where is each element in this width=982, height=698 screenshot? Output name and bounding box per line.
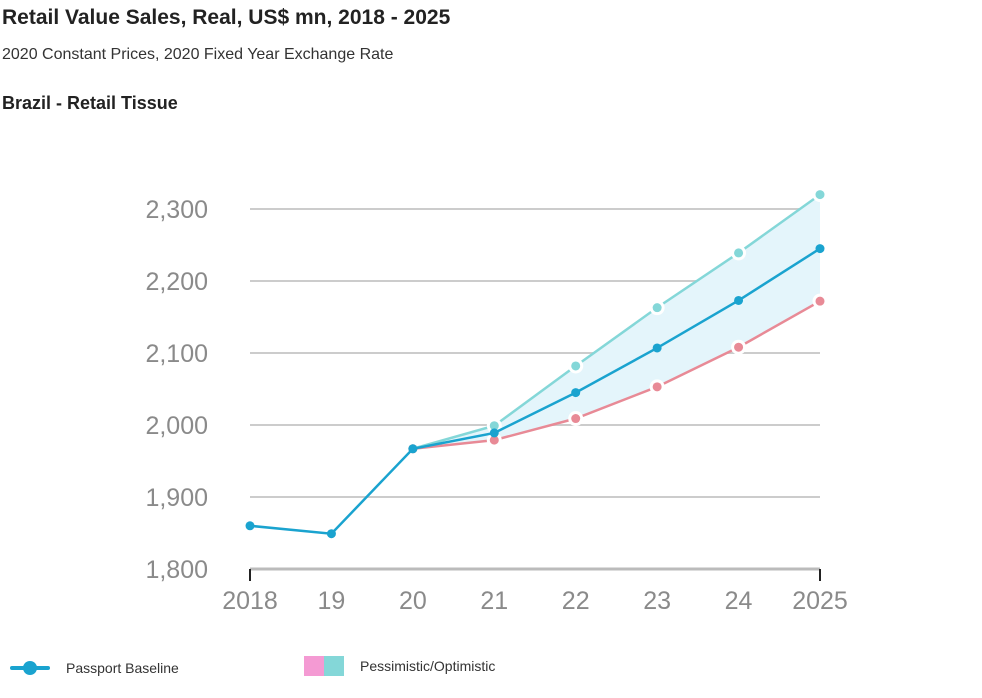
x-tick-label: 19 <box>318 587 346 615</box>
legend-item-range[interactable]: Pessimistic/Optimistic <box>304 656 495 676</box>
y-tick-label: 2,300 <box>145 196 208 224</box>
pessimistic-point <box>571 414 581 424</box>
baseline-line <box>249 247 821 536</box>
baseline-point <box>815 244 825 254</box>
y-tick-label: 2,100 <box>145 340 208 368</box>
scenario-band <box>412 194 820 449</box>
baseline-point <box>245 521 255 531</box>
chart-title: Retail Value Sales, Real, US$ mn, 2018 -… <box>2 6 451 29</box>
pessimistic-point <box>652 382 662 392</box>
baseline-line-icon <box>10 661 50 675</box>
y-tick-label: 1,900 <box>145 484 208 512</box>
chart-section-label: Brazil - Retail Tissue <box>2 93 178 113</box>
legend-baseline-label: Passport Baseline <box>66 660 179 676</box>
x-tick-label: 22 <box>562 587 590 615</box>
optimistic-point <box>489 421 499 431</box>
x-tick-label: 21 <box>480 587 508 615</box>
pessimistic-point <box>489 435 499 445</box>
baseline-dot-icon <box>23 661 37 675</box>
x-tick-label: 20 <box>399 587 427 615</box>
optimistic-point <box>815 190 825 200</box>
optimistic-swatch-icon <box>324 656 344 676</box>
pessimistic-point <box>734 342 744 352</box>
legend-item-baseline[interactable]: Passport Baseline <box>10 660 179 676</box>
optimistic-point <box>571 361 581 371</box>
y-tick-label: 1,800 <box>145 556 208 584</box>
x-tick-label: 24 <box>725 587 753 615</box>
pessimistic-swatch-icon <box>304 656 324 676</box>
baseline-point <box>326 529 336 539</box>
x-tick-label: 2018 <box>222 587 278 615</box>
baseline-point <box>734 295 744 305</box>
chart-subtitle: 2020 Constant Prices, 2020 Fixed Year Ex… <box>2 46 394 63</box>
pessimistic-point <box>815 296 825 306</box>
x-tick-label: 2025 <box>792 587 848 615</box>
baseline-point <box>652 343 662 353</box>
y-tick-label: 2,000 <box>145 412 208 440</box>
line-chart: 1,800 1,900 2,000 2,100 2,200 2,300 2018 19 20 21… <box>145 190 848 615</box>
baseline-point <box>408 444 418 454</box>
baseline-point <box>489 428 499 438</box>
legend-range-label: Pessimistic/Optimistic <box>360 658 496 674</box>
x-tick-label: 23 <box>643 587 671 615</box>
optimistic-point <box>734 248 744 258</box>
baseline-point <box>571 388 581 398</box>
optimistic-line <box>412 193 821 450</box>
pessimistic-line <box>412 300 821 451</box>
optimistic-point <box>652 303 662 313</box>
y-tick-label: 2,200 <box>145 268 208 296</box>
